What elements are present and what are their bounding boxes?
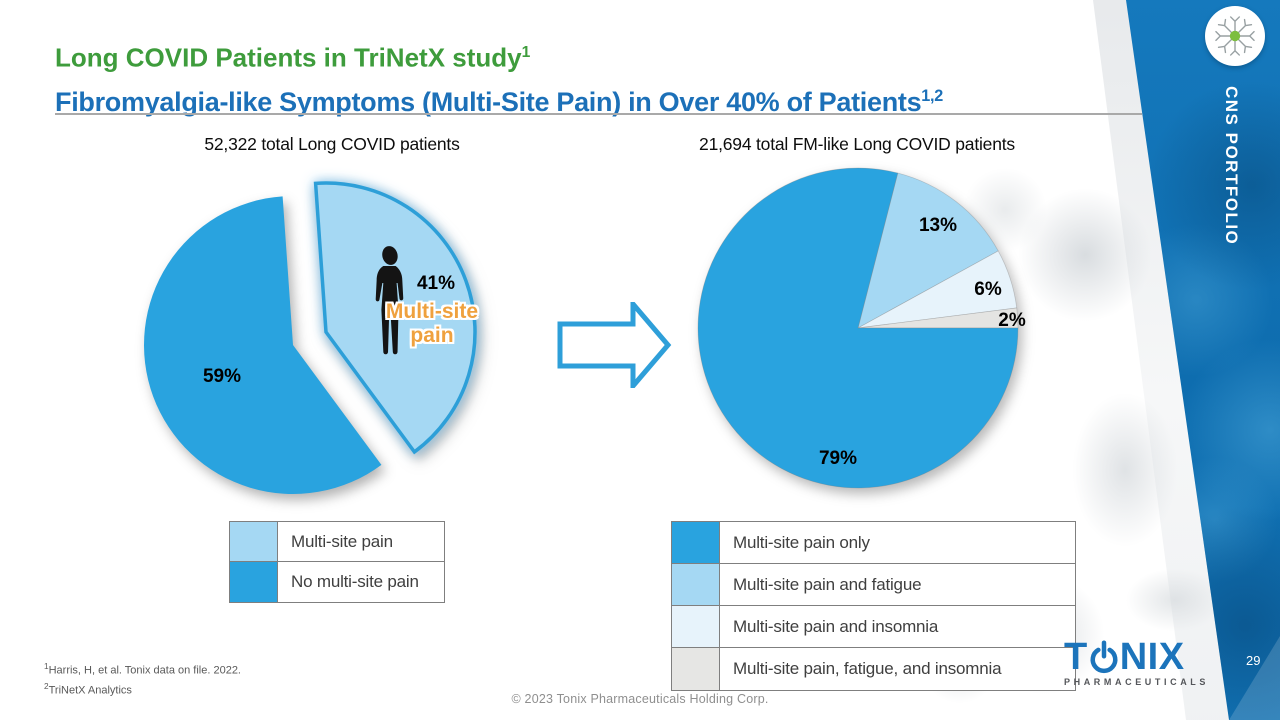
copyright-notice: © 2023 Tonix Pharmaceuticals Holding Cor…: [511, 692, 769, 706]
legend-swatch: [672, 606, 720, 647]
legend-swatch: [672, 564, 720, 605]
legend-swatch: [230, 562, 278, 602]
footnotes: 1Harris, H, et al. Tonix data on file. 2…: [44, 659, 241, 698]
right-pie-value-label-13: 13%: [918, 215, 958, 236]
right-pie-value-label-79: 79%: [818, 448, 858, 469]
power-icon: [1090, 640, 1118, 674]
slide-header: Long COVID Patients in TriNetX study1 Fi…: [55, 34, 1155, 122]
annotation-line-2: pain: [410, 324, 454, 347]
left-pie-value-label-41: 41%: [416, 273, 456, 294]
left-pie-title: 52,322 total Long COVID patients: [204, 134, 460, 154]
tonix-wordmark: T NIX: [1064, 636, 1214, 678]
legend-label: Multi-site pain and insomnia: [733, 616, 939, 636]
legend-label: Multi-site pain, fatigue, and insomnia: [733, 659, 1002, 678]
footnote-1-text: Harris, H, et al. Tonix data on file. 20…: [48, 664, 241, 677]
tonix-logo: T NIX PHARMACEUTICALS: [1064, 636, 1214, 687]
left-pie-value-label-59: 59%: [202, 366, 242, 387]
logo-letters-nix: NIX: [1119, 636, 1185, 678]
slide-subtitle: Fibromyalgia-like Symptoms (Multi-Site P…: [55, 77, 1155, 122]
legend-label: Multi-site pain only: [733, 532, 870, 552]
annotation-line-1: Multi-site: [385, 300, 479, 323]
cns-portfolio-label: CNS PORTFOLIO: [1222, 86, 1241, 246]
legend-swatch: [230, 522, 278, 561]
legend-label: No multi-site pain: [291, 572, 419, 591]
slide-title-text: Long COVID Patients in TriNetX study: [55, 42, 522, 73]
right-pie-legend: Multi-site pain only Multi-site pain and…: [671, 521, 1076, 691]
legend-row: Multi-site pain: [230, 522, 444, 562]
legend-row: Multi-site pain only: [672, 522, 1075, 564]
multi-site-pain-annotation: Multi-site pain: [356, 300, 508, 348]
right-pie-title: 21,694 total FM-like Long COVID patients: [699, 134, 1015, 154]
slide-subtitle-text: Fibromyalgia-like Symptoms (Multi-Site P…: [55, 86, 922, 117]
legend-swatch: [672, 648, 720, 690]
legend-label: Multi-site pain: [291, 531, 393, 551]
left-pie-legend: Multi-site pain No multi-site pain: [229, 521, 445, 603]
footnote-1: 1Harris, H, et al. Tonix data on file. 2…: [44, 659, 241, 679]
right-pie-chart: [697, 167, 1019, 489]
flow-arrow-icon: [557, 302, 672, 388]
slide-subtitle-superscript: 1,2: [921, 86, 943, 105]
legend-swatch: [672, 522, 720, 563]
tonix-pharmaceuticals-label: PHARMACEUTICALS: [1064, 677, 1209, 687]
right-pie-value-label-2: 2%: [998, 310, 1026, 331]
footnote-2-superscript: 2: [44, 681, 49, 691]
legend-row: Multi-site pain and insomnia: [672, 606, 1075, 648]
legend-row: Multi-site pain, fatigue, and insomnia: [672, 648, 1075, 690]
legend-row: No multi-site pain: [230, 562, 444, 602]
slide-title-superscript: 1: [521, 44, 531, 61]
neuron-badge: [1205, 6, 1265, 66]
footnote-2: 2TriNetX Analytics: [44, 679, 241, 699]
header-divider: [55, 113, 1142, 115]
page-number: 29: [1246, 653, 1261, 668]
neuron-icon: [1215, 16, 1255, 56]
legend-label: Multi-site pain and fatigue: [733, 574, 922, 594]
footnote-1-superscript: 1: [44, 662, 49, 671]
logo-letter-t: T: [1064, 636, 1088, 678]
footnote-2-text: TriNetX Analytics: [48, 684, 132, 697]
slide-title: Long COVID Patients in TriNetX study1: [55, 34, 1155, 77]
right-pie-value-label-6: 6%: [974, 279, 1002, 300]
person-silhouette-icon: [375, 246, 404, 355]
legend-row: Multi-site pain and fatigue: [672, 564, 1075, 606]
